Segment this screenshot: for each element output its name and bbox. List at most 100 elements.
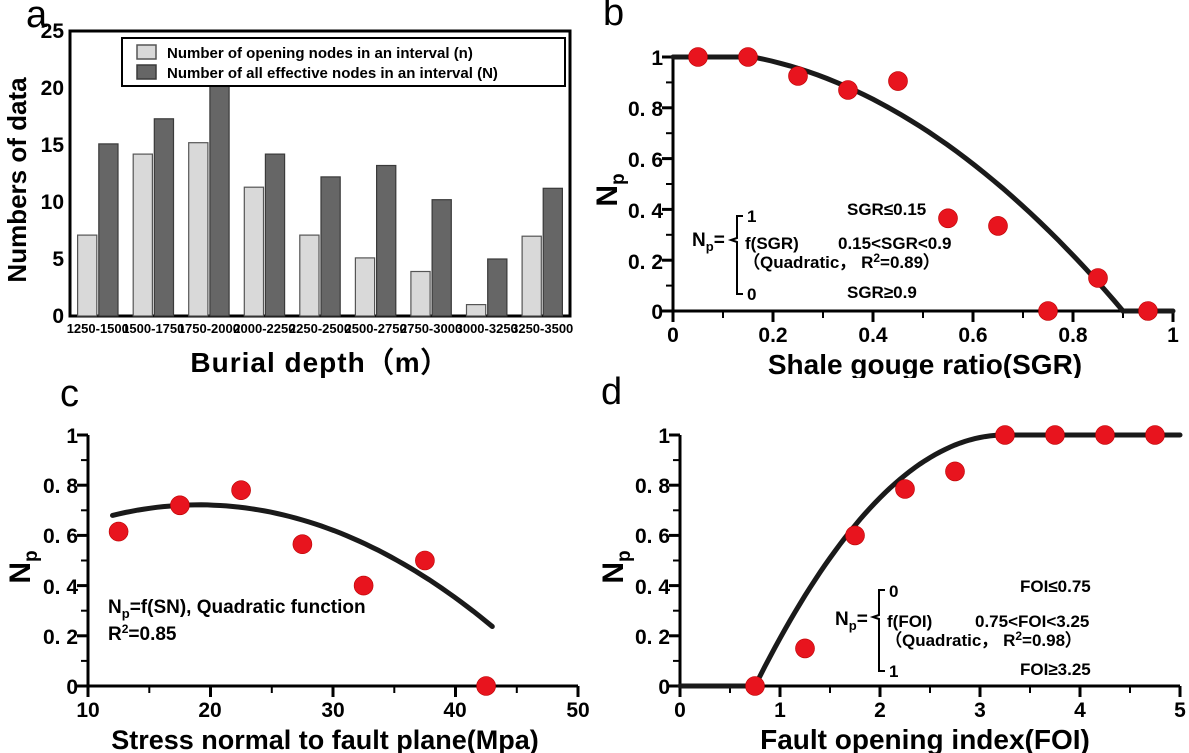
y-label-sub-p: p <box>614 550 635 562</box>
panel-d: d 1 0. 8 0. 6 0. 4 0. 2 0 Np 0 1 2 3 4 5… <box>595 373 1189 753</box>
brace-icon <box>869 589 885 672</box>
x-tick-1: 1 <box>1167 324 1179 347</box>
brace-icon <box>727 215 743 295</box>
data-point <box>1138 301 1158 321</box>
x-tick-50: 50 <box>566 699 589 722</box>
bar-effective-nodes <box>376 164 397 317</box>
y-tick-06: 0. 6 <box>43 525 78 548</box>
y-tick-20: 20 <box>41 77 64 100</box>
legend-label-opening-nodes: Number of opening nodes in an interval (… <box>167 45 473 62</box>
y-tick-02: 0. 2 <box>635 626 670 649</box>
annotation-bot-cond: FOI≥3.25 <box>1020 660 1091 679</box>
y-tick-1: 1 <box>66 425 78 448</box>
x-tick-04: 0.4 <box>858 324 888 347</box>
x-tick-02: 0.2 <box>758 324 787 347</box>
bar-effective-nodes <box>153 118 175 317</box>
x-tick-label: 2250-2500 <box>289 321 351 336</box>
panel-d-y-ticks <box>669 433 680 688</box>
x-tick-0: 0 <box>674 699 686 722</box>
panel-c-y-axis-label: Np <box>4 550 42 583</box>
panel-c-annotation: Np=f(SN), Quadratic function R2=0.85 <box>108 597 366 645</box>
data-point <box>231 480 251 500</box>
x-tick-4: 4 <box>1074 699 1086 722</box>
annotation-mid2: （Quadratic， R2=0.89） <box>743 251 940 272</box>
data-point <box>1038 301 1058 321</box>
bar-opening-nodes <box>188 142 209 317</box>
panel-d-annotation: Np= 0 FOI≤0.75 f(FOI) 0.75<FOI<3.25 （Qua… <box>835 577 1091 681</box>
panel-a-chart: 25 20 15 10 5 0 Numbers of data Number o… <box>2 20 573 378</box>
svg-text:Np: Np <box>597 550 635 583</box>
x-tick-label: 1750-2000 <box>178 321 240 336</box>
annotation-top-value: 1 <box>747 207 756 226</box>
data-point <box>1088 268 1108 288</box>
panel-c-y-ticklabels: 1 0. 8 0. 6 0. 4 0. 2 0 <box>43 425 78 699</box>
y-tick-08: 0. 8 <box>43 475 78 498</box>
bar-effective-nodes <box>431 199 452 317</box>
panel-c: c 1 0. 8 0. 6 0. 4 0. 2 0 Np 10 20 30 40… <box>0 375 595 753</box>
panel-d-x-axis-label: Fault opening index(FOI) <box>760 724 1090 753</box>
annotation-line1: Np=f(SN), Quadratic function <box>108 597 366 621</box>
data-point <box>1095 425 1115 445</box>
data-point <box>895 479 915 499</box>
panel-d-chart: 1 0. 8 0. 6 0. 4 0. 2 0 Np 0 1 2 3 4 5 F… <box>597 425 1186 753</box>
data-point <box>1145 425 1165 445</box>
y-tick-10: 10 <box>41 191 64 214</box>
data-point <box>292 534 313 554</box>
panel-b-y-axis-label: Np <box>595 173 629 206</box>
bar-effective-nodes <box>264 153 286 317</box>
y-label-sub-p: p <box>21 550 42 562</box>
bar-opening-nodes <box>521 235 542 317</box>
y-tick-08: 0. 8 <box>635 475 670 498</box>
panel-d-x-ticks <box>678 686 1182 697</box>
bar-effective-nodes <box>98 143 119 317</box>
x-tick-1: 1 <box>774 699 786 722</box>
panel-c-letter: c <box>60 373 79 415</box>
panel-c-chart: 1 0. 8 0. 6 0. 4 0. 2 0 Np 10 20 30 40 5… <box>4 425 590 753</box>
bar-effective-nodes <box>542 187 564 317</box>
annotation-mid-value: f(SGR) <box>745 234 799 253</box>
annotation-mid-cond: 0.75<FOI<3.25 <box>975 612 1089 631</box>
y-tick-06: 0. 6 <box>628 149 663 172</box>
y-tick-5: 5 <box>52 248 64 271</box>
data-point <box>745 676 765 696</box>
panel-b-x-axis-label: Shale gouge ratio(SGR) <box>768 349 1082 378</box>
data-point <box>945 461 965 482</box>
x-tick-5: 5 <box>1174 699 1186 722</box>
bar-effective-nodes <box>209 85 230 317</box>
bar-effective-nodes <box>487 258 508 317</box>
x-tick-2: 2 <box>874 699 886 722</box>
data-point <box>738 47 758 67</box>
panel-c-x-axis-label: Stress normal to fault plane(Mpa) <box>111 725 539 753</box>
panel-b-x-ticks <box>671 311 1175 322</box>
annotation-line2: R2=0.85 <box>108 622 177 645</box>
x-tick-label: 2500-2750 <box>345 321 407 336</box>
legend-box <box>121 37 566 87</box>
y-tick-15: 15 <box>41 134 65 157</box>
y-tick-02: 0. 2 <box>628 251 663 274</box>
y-tick-25: 25 <box>41 20 65 43</box>
x-tick-label: 1500-1750 <box>122 321 184 336</box>
x-tick-20: 20 <box>198 699 221 722</box>
y-tick-04: 0. 4 <box>635 576 670 599</box>
y-tick-06: 0. 6 <box>635 525 670 548</box>
svg-text:Np: Np <box>4 550 42 583</box>
panel-a-plot-frame <box>68 29 572 318</box>
panel-c-y-ticks <box>77 433 88 688</box>
bar-opening-nodes <box>465 304 487 317</box>
panel-c-x-ticklabels: 10 20 30 40 50 <box>76 699 589 722</box>
y-label-N: N <box>595 185 624 207</box>
x-tick-08: 0.8 <box>1058 324 1088 347</box>
panel-b-annotation: Np= 1 SGR≤0.15 f(SGR) 0.15<SGR<0.9 （Quad… <box>692 200 951 304</box>
data-point <box>938 208 958 229</box>
panel-b-letter: b <box>603 0 625 34</box>
panel-a: a 25 20 15 10 5 0 Numbers of data Number… <box>0 0 595 378</box>
panel-d-fit-curve <box>677 432 1183 689</box>
panel-b-y-ticklabels: 1 0. 8 0. 6 0. 4 0. 2 0 <box>628 47 663 324</box>
annotation-top-cond: SGR≤0.15 <box>847 200 926 219</box>
data-point <box>108 521 129 542</box>
data-point <box>995 425 1015 445</box>
x-tick-label: 2000-2250 <box>233 321 295 336</box>
panel-a-x-axis-label: Burial depth（m） <box>190 346 449 378</box>
data-point <box>888 71 908 91</box>
x-tick-label: 2750-3000 <box>400 321 462 336</box>
